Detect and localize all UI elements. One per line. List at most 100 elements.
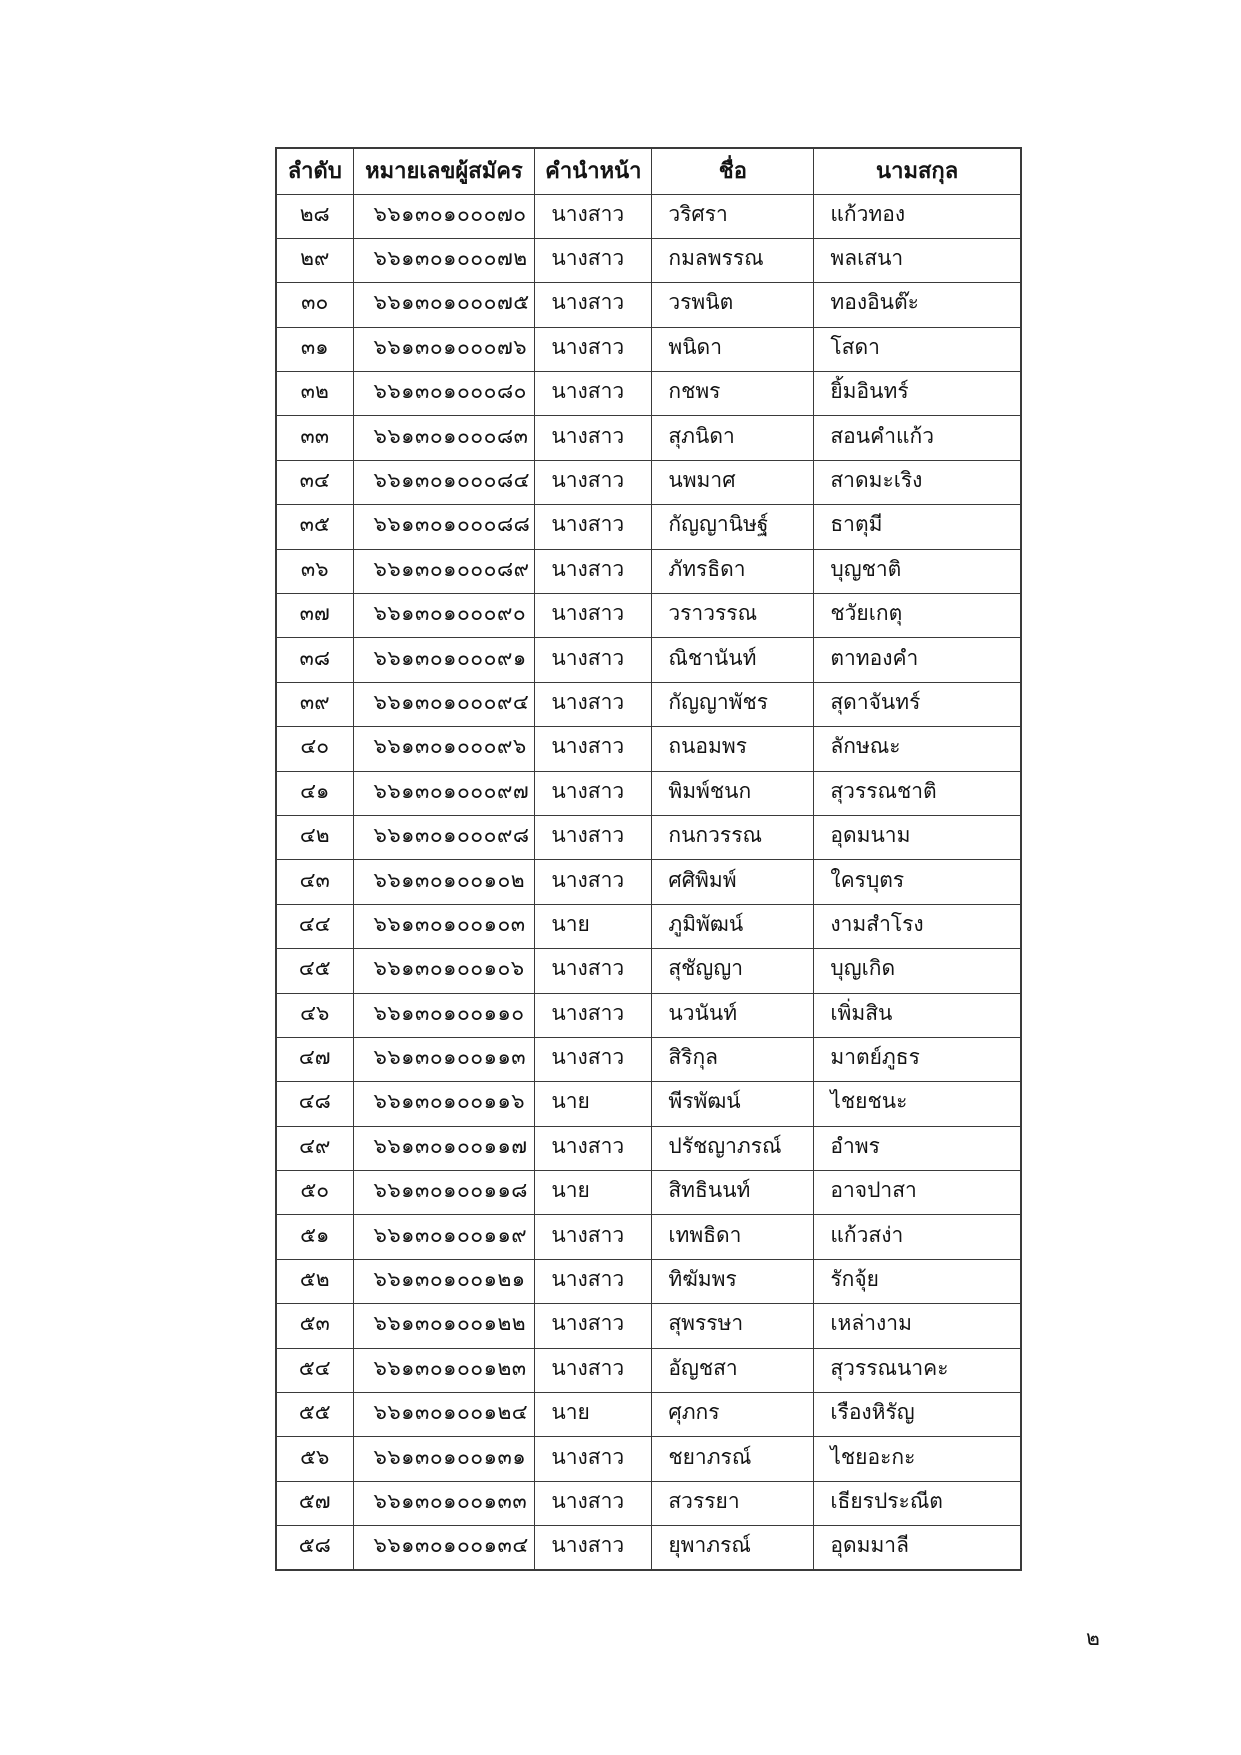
cell-applicant-number: ๖๖๑๓๐๑๐๐๑๑๙ <box>352 1214 536 1260</box>
table-header-row: ลำดับ หมายเลขผู้สมัคร คำนำหน้า ชื่อ นามส… <box>275 147 1022 195</box>
cell-applicant-number: ๖๖๑๓๐๑๐๐๐๙๑ <box>352 637 536 683</box>
cell-first-name: เทพธิดา <box>651 1214 815 1260</box>
cell-first-name: พนิดา <box>651 326 815 373</box>
table-row: ๒๘ ๖๖๑๓๐๑๐๐๐๗๐ นางสาว วริศรา แก้วทอง <box>275 193 1022 239</box>
cell-first-name: สุชัญญา <box>651 948 815 994</box>
cell-last-name: ธาตุมี <box>813 504 1022 550</box>
cell-ordinal: ๔๕ <box>275 948 354 994</box>
table-row: ๕๕ ๖๖๑๓๐๑๐๐๑๒๔ นาย ศุภกร เรืองหิรัญ <box>275 1392 1022 1438</box>
cell-ordinal: ๕๑ <box>275 1214 354 1260</box>
cell-ordinal: ๔๘ <box>275 1081 354 1127</box>
cell-first-name: วรพนิต <box>651 282 815 328</box>
cell-applicant-number: ๖๖๑๓๐๑๐๐๐๗๒ <box>352 237 536 284</box>
cell-applicant-number: ๖๖๑๓๐๑๐๐๐๘๓ <box>352 415 536 461</box>
cell-ordinal: ๓๒ <box>275 371 354 417</box>
cell-ordinal: ๔๐ <box>275 726 354 772</box>
cell-applicant-number: ๖๖๑๓๐๑๐๐๐๙๔ <box>352 681 536 728</box>
table-row: ๓๖ ๖๖๑๓๐๑๐๐๐๘๙ นางสาว ภัทรธิดา บุญชาติ <box>275 548 1022 595</box>
cell-applicant-number: ๖๖๑๓๐๑๐๐๐๗๕ <box>352 282 536 328</box>
cell-applicant-number: ๖๖๑๓๐๑๐๐๐๘๘ <box>352 504 536 550</box>
table-row: ๓๔ ๖๖๑๓๐๑๐๐๐๘๔ นางสาว นพมาศ สาดมะเริง <box>275 459 1022 506</box>
cell-last-name: งามสำโรง <box>813 903 1022 950</box>
cell-ordinal: ๕๓ <box>275 1303 354 1349</box>
cell-ordinal: ๕๗ <box>275 1480 354 1527</box>
cell-first-name: นวนันท์ <box>651 992 815 1038</box>
cell-first-name: ณิชานันท์ <box>651 637 815 683</box>
cell-ordinal: ๓๐ <box>275 282 354 328</box>
cell-last-name: เพิ่มสิน <box>813 992 1022 1038</box>
cell-last-name: สุดาจันทร์ <box>813 681 1022 728</box>
cell-applicant-number: ๖๖๑๓๐๑๐๐๐๙๘ <box>352 814 536 861</box>
cell-first-name: ศุภกร <box>651 1392 815 1438</box>
cell-ordinal: ๓๓ <box>275 415 354 461</box>
table-row: ๔๑ ๖๖๑๓๐๑๐๐๐๙๗ นางสาว พิมพ์ชนก สุวรรณชาติ <box>275 770 1022 816</box>
cell-first-name: ยุพาภรณ์ <box>651 1525 815 1571</box>
cell-first-name: วราวรรณ <box>651 593 815 639</box>
cell-title-prefix: นาย <box>534 1081 653 1127</box>
cell-ordinal: ๔๙ <box>275 1125 354 1172</box>
cell-title-prefix: นางสาว <box>534 948 653 994</box>
cell-first-name: ชยาภรณ์ <box>651 1436 815 1482</box>
cell-ordinal: ๓๔ <box>275 459 354 506</box>
cell-ordinal: ๓๕ <box>275 504 354 550</box>
cell-applicant-number: ๖๖๑๓๐๑๐๐๑๒๓ <box>352 1347 536 1394</box>
table-row: ๔๔ ๖๖๑๓๐๑๐๐๑๐๓ นาย ภูมิพัฒน์ งามสำโรง <box>275 903 1022 950</box>
cell-applicant-number: ๖๖๑๓๐๑๐๐๐๙๐ <box>352 593 536 639</box>
cell-last-name: อุดมนาม <box>813 814 1022 861</box>
cell-applicant-number: ๖๖๑๓๐๑๐๐๑๓๓ <box>352 1480 536 1527</box>
cell-first-name: ทิฆัมพร <box>651 1258 815 1305</box>
cell-first-name: สิทธินนท์ <box>651 1170 815 1216</box>
cell-title-prefix: นางสาว <box>534 593 653 639</box>
cell-applicant-number: ๖๖๑๓๐๑๐๐๑๐๓ <box>352 903 536 950</box>
cell-last-name: ใครบุตร <box>813 859 1022 905</box>
cell-first-name: สวรรยา <box>651 1480 815 1527</box>
cell-title-prefix: นางสาว <box>534 770 653 816</box>
cell-title-prefix: นางสาว <box>534 637 653 683</box>
table-row: ๔๕ ๖๖๑๓๐๑๐๐๑๐๖ นางสาว สุชัญญา บุญเกิด <box>275 948 1022 994</box>
table-row: ๔๒ ๖๖๑๓๐๑๐๐๐๙๘ นางสาว กนกวรรณ อุดมนาม <box>275 814 1022 861</box>
cell-title-prefix: นางสาว <box>534 1436 653 1482</box>
cell-title-prefix: นางสาว <box>534 193 653 239</box>
cell-first-name: กมลพรรณ <box>651 237 815 284</box>
cell-title-prefix: นางสาว <box>534 1036 653 1083</box>
cell-last-name: อาจปาสา <box>813 1170 1022 1216</box>
cell-applicant-number: ๖๖๑๓๐๑๐๐๑๐๒ <box>352 859 536 905</box>
table-row: ๔๖ ๖๖๑๓๐๑๐๐๑๑๐ นางสาว นวนันท์ เพิ่มสิน <box>275 992 1022 1038</box>
cell-ordinal: ๕๔ <box>275 1347 354 1394</box>
cell-applicant-number: ๖๖๑๓๐๑๐๐๑๑๓ <box>352 1036 536 1083</box>
header-first-name: ชื่อ <box>651 147 815 195</box>
cell-last-name: แก้วทอง <box>813 193 1022 239</box>
cell-ordinal: ๓๖ <box>275 548 354 595</box>
table-row: ๓๕ ๖๖๑๓๐๑๐๐๐๘๘ นางสาว กัญญานิษฐ์ ธาตุมี <box>275 504 1022 550</box>
cell-first-name: ศศิพิมพ์ <box>651 859 815 905</box>
cell-title-prefix: นางสาว <box>534 237 653 284</box>
cell-last-name: สุวรรณชาติ <box>813 770 1022 816</box>
table-row: ๕๘ ๖๖๑๓๐๑๐๐๑๓๔ นางสาว ยุพาภรณ์ อุดมมาลี <box>275 1525 1022 1571</box>
cell-applicant-number: ๖๖๑๓๐๑๐๐๑๑๐ <box>352 992 536 1038</box>
table-body: ๒๘ ๖๖๑๓๐๑๐๐๐๗๐ นางสาว วริศรา แก้วทอง ๒๙ ๖๖๑๓๐๑… <box>275 193 1022 1571</box>
cell-first-name: พีรพัฒน์ <box>651 1081 815 1127</box>
cell-title-prefix: นางสาว <box>534 1214 653 1260</box>
cell-title-prefix: นางสาว <box>534 814 653 861</box>
cell-last-name: ลักษณะ <box>813 726 1022 772</box>
cell-title-prefix: นางสาว <box>534 1480 653 1527</box>
cell-title-prefix: นาย <box>534 1392 653 1438</box>
cell-applicant-number: ๖๖๑๓๐๑๐๐๐๗๖ <box>352 326 536 373</box>
cell-first-name: สิริกุล <box>651 1036 815 1083</box>
table-row: ๓๘ ๖๖๑๓๐๑๐๐๐๙๑ นางสาว ณิชานันท์ ตาทองคำ <box>275 637 1022 683</box>
cell-first-name: กัญญานิษฐ์ <box>651 504 815 550</box>
cell-last-name: อำพร <box>813 1125 1022 1172</box>
cell-last-name: เหล่างาม <box>813 1303 1022 1349</box>
cell-first-name: ปรัชญาภรณ์ <box>651 1125 815 1172</box>
cell-ordinal: ๔๑ <box>275 770 354 816</box>
cell-first-name: พิมพ์ชนก <box>651 770 815 816</box>
cell-last-name: อุดมมาลี <box>813 1525 1022 1571</box>
cell-ordinal: ๓๘ <box>275 637 354 683</box>
table-row: ๔๐ ๖๖๑๓๐๑๐๐๐๙๖ นางสาว ถนอมพร ลักษณะ <box>275 726 1022 772</box>
cell-applicant-number: ๖๖๑๓๐๑๐๐๑๓๑ <box>352 1436 536 1482</box>
table-row: ๕๔ ๖๖๑๓๐๑๐๐๑๒๓ นางสาว อัญชสา สุวรรณนาคะ <box>275 1347 1022 1394</box>
cell-last-name: มาตย์ภูธร <box>813 1036 1022 1083</box>
table-row: ๓๙ ๖๖๑๓๐๑๐๐๐๙๔ นางสาว กัญญาพัชร สุดาจันทร์ <box>275 681 1022 728</box>
table-row: ๓๐ ๖๖๑๓๐๑๐๐๐๗๕ นางสาว วรพนิต ทองอินต๊ะ <box>275 282 1022 328</box>
